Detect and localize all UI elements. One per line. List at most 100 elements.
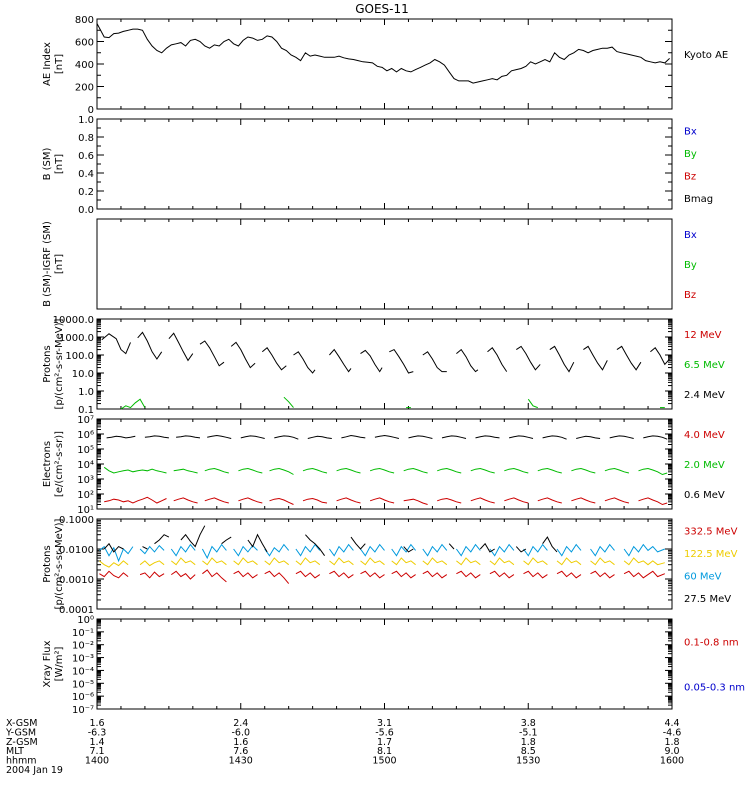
series-line-332-5-mev — [329, 570, 354, 579]
x-tick-value: 1.4 — [89, 737, 104, 748]
x-tick-value: 3.1 — [377, 718, 392, 729]
series-line-4-0-mev — [173, 497, 198, 504]
series-line-2-4-mev — [101, 333, 131, 355]
series-line-122-5-mev — [523, 557, 548, 566]
y-tick-label: 0.0010 — [59, 575, 94, 586]
legend-entry: 2.4 MeV — [684, 390, 725, 401]
plot-frame — [96, 18, 673, 110]
x-tick-value: 1.7 — [377, 737, 392, 748]
plot-frame — [96, 218, 673, 310]
series-line-27-5-mev — [542, 536, 558, 553]
x-tick-value: 1400 — [85, 756, 109, 767]
x-tick-value: 1430 — [229, 756, 253, 767]
x-tick-value: 2.4 — [233, 718, 248, 729]
x-tick-value: 1600 — [660, 756, 684, 767]
series-line-0-6-mev — [176, 435, 201, 439]
series-line-122-5-mev — [422, 557, 448, 566]
series-line-60-mev — [264, 543, 290, 557]
series-line-122-5-mev — [489, 557, 515, 566]
series-line-332-5-mev — [422, 570, 448, 579]
y-axis-label: B (SM)-IGRF (SM)[nT] — [42, 221, 65, 307]
series-line-332-5-mev — [391, 570, 416, 579]
legend-entry: 332.5 MeV — [684, 526, 738, 537]
series-line-4-0-mev — [571, 497, 596, 504]
series-line-kyoto-ae — [96, 23, 670, 84]
series-line-27-5-mev — [479, 542, 495, 553]
series-line-2-0-mev — [537, 467, 562, 474]
y-tick-label: 10⁶ — [77, 430, 94, 441]
series-line-6-5-mev — [283, 396, 294, 408]
legend-entry: 12 MeV — [684, 330, 722, 341]
panel-6: 0.0001 0.0010 0.0100 0.1000Protons[p/(cm²-s… — [42, 515, 738, 616]
legend-entry: 0.1-0.8 nm — [684, 638, 739, 649]
series-line-60-mev — [590, 543, 615, 557]
y-tick-label: 10² — [77, 490, 94, 501]
series-line-122-5-mev — [556, 557, 582, 566]
x-tick-value: 1.8 — [521, 737, 536, 748]
y-tick-label: 10⁻⁷ — [72, 705, 94, 716]
series-line-332-5-mev — [556, 570, 582, 579]
x-tick-value: 1.6 — [233, 737, 248, 748]
y-tick-label: 0.1 — [78, 405, 94, 416]
series-line-2-0-mev — [470, 467, 495, 474]
panel-2: 0.0 0.2 0.4 0.6 0.8 1.0 B (SM)[nT] Bx By Bz Bmag — [42, 115, 713, 216]
legend-entry: By — [684, 260, 697, 271]
series-line-122-5-mev — [623, 557, 665, 566]
series-line-2-4-mev — [137, 331, 163, 360]
panel-3: B (SM)-IGRF (SM)[nT] Bx By Bz — [42, 218, 697, 310]
series-line-27-5-mev — [515, 546, 527, 553]
series-line-2-4-mev — [549, 345, 575, 373]
legend-entry: 122.5 MeV — [684, 549, 738, 560]
series-line-60-mev — [422, 543, 448, 557]
series-line-2-4-mev — [329, 348, 352, 373]
series-line-2-0-mev — [369, 467, 395, 474]
series-line-27-5-mev — [221, 536, 232, 545]
series-line-0-6-mev — [207, 434, 232, 439]
series-line-2-4-mev — [616, 345, 642, 371]
x-tick-value: 1.6 — [89, 718, 104, 729]
series-line-2-0-mev — [302, 467, 328, 474]
series-line-4-0-mev — [604, 497, 630, 504]
x-row-label: MLT — [6, 746, 24, 757]
panel-1: 0 200 400 600 800 AE Index[nT] Kyoto AE — [42, 15, 728, 116]
series-line-4-0-mev — [369, 497, 395, 504]
series-line-60-mev — [233, 544, 258, 557]
y-tick-label: 600 — [75, 38, 94, 49]
series-line-2-0-mev — [204, 467, 229, 474]
legend-entry: Bz — [684, 290, 696, 301]
y-tick-label: 0.2 — [78, 187, 94, 198]
series-line-27-5-mev — [154, 534, 170, 545]
series-line-0-6-mev — [475, 435, 500, 439]
x-tick-value: 1500 — [372, 756, 396, 767]
series-line-332-5-mev — [139, 571, 165, 579]
series-line-122-5-mev — [360, 557, 385, 566]
series-line-0-6-mev — [307, 435, 332, 439]
series-line-2-0-mev — [638, 467, 668, 476]
y-tick-label: 10⁰ — [77, 615, 94, 626]
y-tick-label: 400 — [75, 60, 94, 71]
y-tick-label: 10⁴ — [77, 460, 94, 471]
series-line-2-0-mev — [269, 467, 294, 475]
series-line-0-6-mev — [341, 434, 366, 439]
series-line-60-mev — [295, 543, 321, 557]
y-tick-label: 0 — [88, 105, 94, 116]
y-axis-label: AE Index[nT] — [42, 42, 65, 86]
legend-entry: 2.0 MeV — [684, 460, 725, 471]
series-line-0-6-mev — [144, 435, 169, 439]
x-tick-value: 3.8 — [521, 718, 536, 729]
series-line-27-5-mev — [142, 546, 148, 550]
y-tick-label: 10¹ — [77, 505, 94, 516]
legend-entry: Bmag — [684, 194, 713, 205]
series-line-4-0-mev — [638, 497, 668, 506]
legend-entry: 4.0 MeV — [684, 430, 725, 441]
y-tick-label: 10.0 — [72, 369, 94, 380]
series-line-2-4-mev — [389, 348, 414, 374]
y-tick-label: 10⁻² — [72, 641, 94, 652]
series-line-4-0-mev — [269, 497, 294, 505]
legend-entry: Kyoto AE — [684, 50, 728, 61]
series-line-122-5-mev — [170, 557, 196, 566]
x-row-label: X-GSM — [6, 718, 37, 729]
legend-entry: 0.05-0.3 nm — [684, 683, 745, 694]
panel-7: 10⁻⁷ 10⁻⁶ 10⁻⁵ 10⁻⁴10⁻³ 10⁻² 10⁻¹ 10⁰ Xray Flux… — [42, 615, 745, 716]
